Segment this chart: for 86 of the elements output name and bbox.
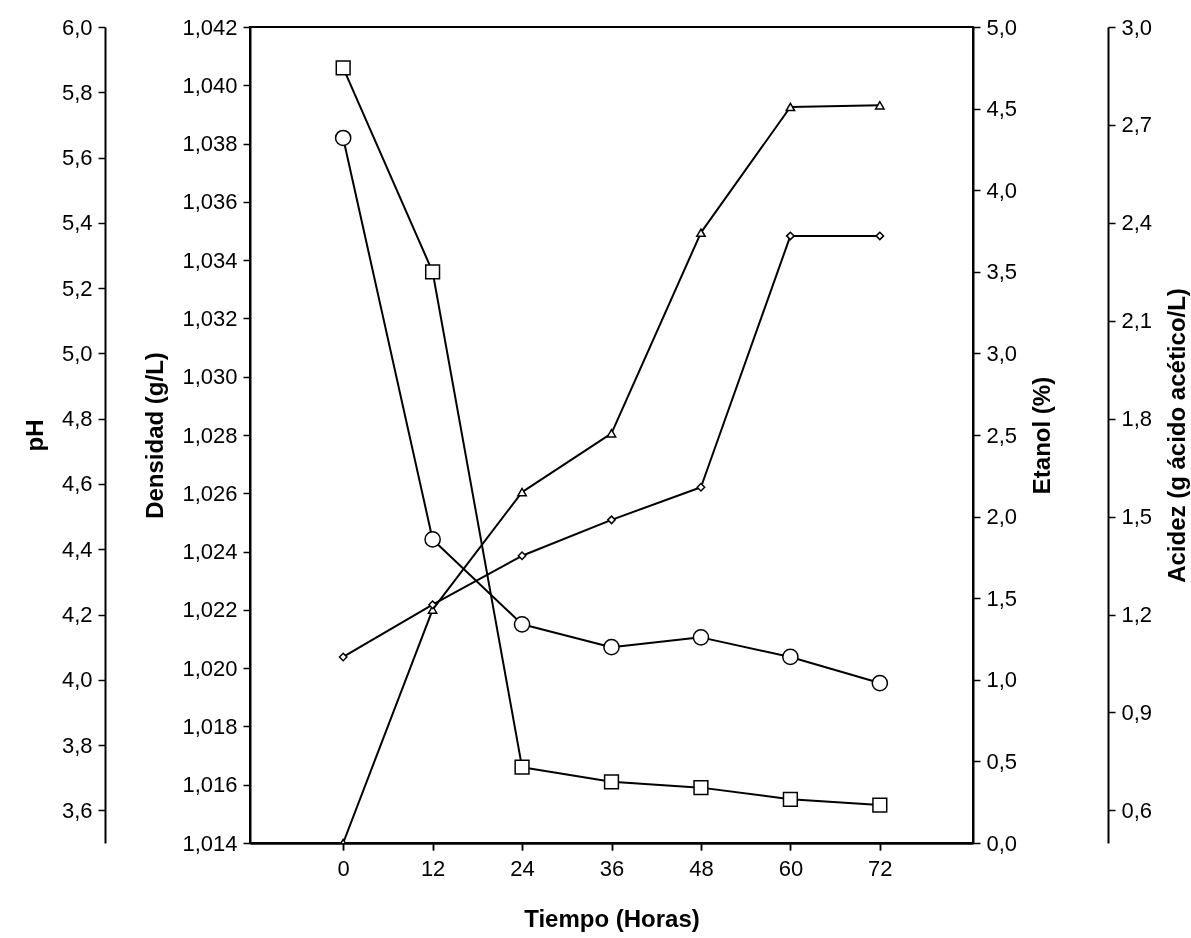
point (872, 797, 888, 813)
y2-tick-label: 1,030 (182, 364, 238, 390)
y-tick-label: 5,4 (61, 210, 93, 236)
point (424, 531, 441, 548)
point (514, 759, 530, 775)
y-tick-label: 0,5 (986, 748, 1018, 774)
point (782, 648, 799, 666)
y-tick-label: 2,5 (986, 422, 1018, 448)
y-axis-title: Etanol (%) (1028, 376, 1056, 495)
y2-tick-label: 1,024 (182, 539, 238, 565)
y-tick-label: 4,8 (61, 406, 93, 432)
y-axis-title: pH (20, 419, 48, 452)
y-tick-label: 4,6 (61, 471, 93, 497)
x-tick-label: 0 (337, 855, 350, 881)
y-tick-label: 3,8 (61, 732, 93, 758)
point (782, 791, 799, 807)
point (424, 264, 441, 280)
x-tick-label: 36 (599, 855, 625, 881)
y2-tick-label: 1,020 (182, 655, 238, 681)
y-tick-label: 4,5 (986, 96, 1018, 122)
y2-tick-label: 3,0 (1121, 14, 1153, 40)
point (335, 60, 351, 76)
point (693, 779, 709, 796)
y2-tick-label: 1,8 (1121, 406, 1153, 432)
y2-tick-label: 1,016 (182, 772, 238, 798)
point (428, 600, 438, 610)
point (874, 100, 885, 110)
y-tick-label: 5,8 (61, 79, 93, 105)
x-tick-label: 12 (420, 855, 446, 881)
y2-tick-label: 1,2 (1121, 602, 1153, 628)
y-tick-label: 5,6 (61, 145, 93, 171)
y2-axis-title: Acidez (g ácido acético/L) (1163, 288, 1191, 583)
y-tick-label: 2,0 (986, 504, 1018, 530)
point (696, 228, 706, 238)
x-axis-title: Tiempo (Horas) (524, 904, 700, 932)
y-tick-label: 6,0 (61, 14, 93, 40)
point (517, 551, 527, 561)
x-tick-label: 72 (868, 855, 893, 881)
point (513, 615, 531, 633)
point (692, 629, 710, 646)
x-tick-label: 24 (510, 855, 535, 881)
x-tick-label: 48 (689, 855, 714, 881)
y-tick-label: 1,5 (986, 585, 1018, 611)
point (338, 652, 348, 662)
point (875, 231, 885, 241)
y-tick-label: 4,0 (986, 177, 1018, 203)
point (871, 674, 889, 692)
y2-tick-label: 0,6 (1121, 797, 1153, 823)
y2-tick-label: 2,4 (1121, 210, 1153, 236)
y-tick-label: 5,2 (61, 275, 93, 301)
y2-tick-label: 1,034 (182, 247, 238, 273)
y2-tick-label: 0,9 (1121, 699, 1153, 725)
y2-axis-title: Densidad (g/L) (141, 352, 169, 519)
y-tick-label: 3,6 (61, 797, 93, 823)
point (785, 102, 796, 112)
y-tick-label: 3,0 (986, 340, 1018, 366)
y2-tick-label: 1,022 (182, 597, 238, 623)
point (603, 774, 620, 790)
y-tick-label: 1,0 (986, 667, 1018, 693)
y2-tick-label: 1,014 (182, 830, 238, 856)
point (606, 429, 617, 438)
y2-tick-label: 1,028 (182, 422, 238, 448)
point (334, 129, 352, 147)
y2-tick-label: 1,5 (1121, 504, 1153, 530)
y2-tick-label: 1,042 (182, 14, 238, 40)
point (785, 231, 795, 241)
point (696, 482, 706, 492)
y-tick-label: 5,0 (61, 340, 93, 366)
y-tick-label: 4,0 (61, 667, 93, 693)
y2-tick-label: 2,1 (1121, 308, 1153, 334)
y-tick-label: 3,5 (986, 259, 1018, 285)
point (603, 638, 620, 656)
y2-tick-label: 1,026 (182, 480, 238, 506)
point (517, 487, 527, 497)
y-tick-label: 5,0 (986, 14, 1018, 40)
y2-tick-label: 1,038 (182, 131, 238, 157)
x-tick-label: 60 (778, 855, 804, 881)
point (607, 515, 616, 525)
y-tick-label: 4,4 (61, 536, 93, 562)
y2-tick-label: 1,040 (182, 72, 238, 98)
y2-tick-label: 2,7 (1121, 112, 1153, 138)
y2-tick-label: 1,018 (182, 713, 238, 739)
y-tick-label: 4,2 (61, 602, 93, 628)
y2-tick-label: 1,036 (182, 189, 238, 215)
y2-tick-label: 1,032 (182, 305, 238, 331)
y-tick-label: 0,0 (986, 830, 1018, 856)
